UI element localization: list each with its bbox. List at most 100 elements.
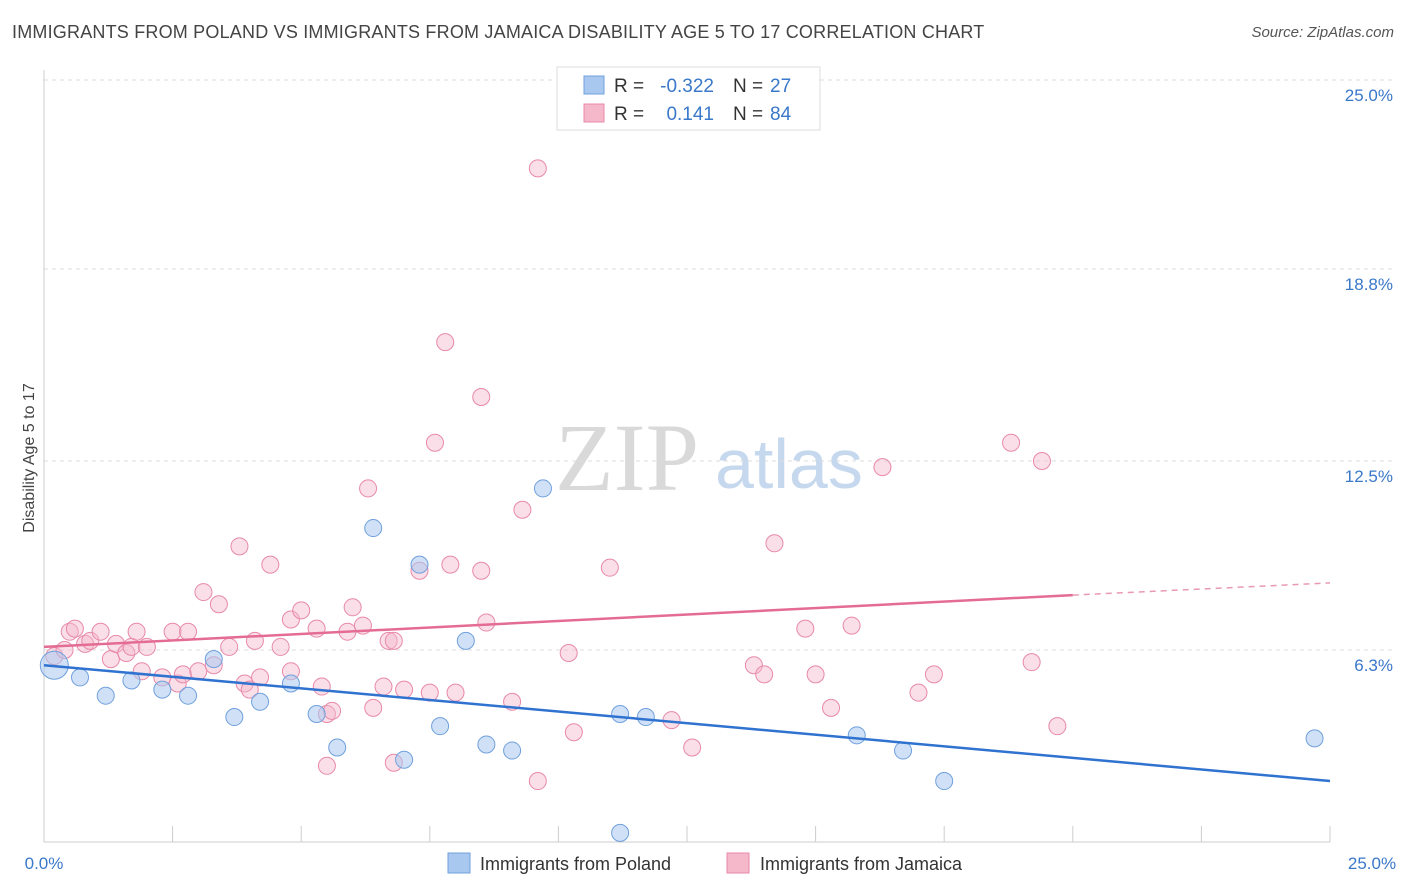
jamaica-point — [1002, 433, 1021, 452]
y-tick-label: 6.3% — [1354, 656, 1393, 675]
jamaica-point — [163, 622, 182, 641]
jamaica-point — [528, 772, 547, 791]
legend-top: R = -0.322 N = 27 R = 0.141 N = 84 — [556, 66, 821, 131]
legend-top-r-value-poland: -0.322 — [660, 76, 714, 97]
jamaica-point — [1032, 452, 1051, 470]
poland-point — [1305, 729, 1324, 748]
poland-point — [204, 650, 223, 669]
jamaica-point — [220, 637, 239, 656]
poland-point — [225, 708, 244, 727]
legend-bottom-label-poland: Immigrants from Poland — [480, 854, 671, 874]
jamaica-point — [271, 637, 290, 656]
x-ticks — [43, 826, 1331, 842]
x-tick-label-max: 25.0% — [1348, 854, 1396, 873]
y-tick-label: 12.5% — [1345, 467, 1393, 486]
jamaica-point — [528, 159, 547, 178]
gridlines — [44, 79, 1395, 651]
poland-point — [431, 717, 450, 736]
jamaica-point — [379, 631, 398, 650]
jamaica-point — [513, 500, 532, 519]
jamaica-point — [292, 601, 311, 620]
jamaica-point — [765, 534, 784, 553]
legend-top-n-value-poland: 27 — [770, 76, 791, 97]
jamaica-point — [924, 665, 943, 684]
poland-point — [935, 772, 954, 791]
watermark-atlas: atlas — [715, 425, 863, 503]
jamaica-point — [559, 644, 578, 663]
jamaica-point — [755, 665, 774, 684]
legend-bottom-swatch-jamaica — [726, 852, 750, 874]
poland-point — [96, 686, 115, 705]
jamaica-point — [744, 656, 763, 675]
y-axis-label: Disability Age 5 to 17 — [21, 383, 38, 533]
jamaica-point — [173, 665, 192, 684]
poland-point — [533, 479, 552, 498]
jamaica-point — [806, 665, 825, 684]
legend-top-r-value-jamaica: 0.141 — [666, 104, 714, 125]
jamaica-trend-line — [43, 593, 1073, 649]
x-tick-label-min: 0.0% — [25, 854, 64, 873]
jamaica-point — [364, 698, 383, 717]
jamaica-point — [91, 622, 110, 641]
jamaica-point — [209, 595, 228, 614]
jamaica-point — [436, 333, 455, 352]
jamaica-point — [194, 583, 213, 602]
jamaica-point — [60, 622, 79, 641]
jamaica-point — [117, 644, 136, 663]
y-tick-labels: 6.3% 12.5% 18.8% 25.0% — [1345, 86, 1393, 675]
jamaica-point — [1048, 717, 1067, 736]
poland-point — [71, 668, 90, 687]
jamaica-point — [343, 598, 362, 617]
jamaica-point — [261, 555, 280, 574]
poland-point — [364, 519, 383, 538]
jamaica-point — [477, 613, 496, 632]
source-label: Source: ZipAtlas.com — [1251, 24, 1394, 41]
jamaica-point — [127, 622, 146, 641]
jamaica-point — [425, 433, 444, 452]
poland-point — [636, 708, 655, 727]
jamaica-point — [600, 558, 619, 577]
legend-bottom-swatch-poland — [447, 852, 471, 874]
jamaica-point — [374, 677, 393, 696]
poland-point — [410, 555, 429, 574]
poland-point — [477, 735, 496, 754]
y-tick-label: 18.8% — [1345, 275, 1393, 294]
jamaica-point — [395, 680, 414, 699]
trend-lines — [43, 582, 1331, 783]
poland-point — [281, 674, 300, 693]
jamaica-point — [441, 555, 460, 574]
legend-bottom-label-jamaica: Immigrants from Jamaica — [760, 854, 963, 874]
poland-point — [179, 686, 198, 705]
series-poland-points — [39, 479, 1324, 842]
poland-point — [153, 680, 172, 699]
chart-title: IMMIGRANTS FROM POLAND VS IMMIGRANTS FRO… — [12, 22, 985, 42]
jamaica-point — [683, 738, 702, 757]
jamaica-point — [796, 619, 815, 638]
jamaica-point — [472, 561, 491, 580]
poland-trend-line — [43, 663, 1331, 783]
legend-bottom: Immigrants from Poland Immigrants from J… — [447, 852, 963, 874]
jamaica-trend-extension — [1072, 582, 1331, 596]
legend-top-r-label-poland: R = — [614, 76, 644, 97]
legend-top-n-label-poland: N = — [733, 76, 763, 97]
poland-point — [456, 631, 475, 650]
poland-point — [307, 704, 326, 723]
jamaica-point — [65, 619, 84, 638]
y-tick-label: 25.0% — [1345, 86, 1393, 105]
jamaica-point — [189, 662, 208, 681]
legend-top-n-value-jamaica: 84 — [770, 104, 792, 125]
jamaica-point — [312, 677, 331, 696]
jamaica-point — [822, 698, 841, 717]
jamaica-point — [909, 683, 928, 702]
jamaica-point — [472, 387, 491, 406]
jamaica-point — [446, 683, 465, 702]
poland-point — [251, 692, 270, 711]
poland-point — [611, 823, 630, 842]
legend-top-swatch-jamaica — [583, 103, 605, 123]
jamaica-point — [179, 622, 198, 641]
poland-point — [395, 750, 414, 769]
jamaica-point — [359, 479, 378, 498]
jamaica-point — [842, 616, 861, 635]
poland-point — [503, 741, 522, 760]
